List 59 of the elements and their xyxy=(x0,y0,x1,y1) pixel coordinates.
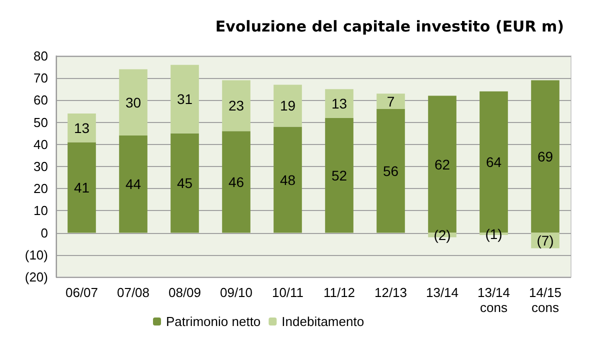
y-tick-label: 30 xyxy=(34,159,48,174)
y-tick-label: 10 xyxy=(34,203,48,218)
bar xyxy=(222,131,250,233)
bar xyxy=(68,113,96,142)
data-label: 23 xyxy=(228,98,244,114)
y-tick-label: (10) xyxy=(24,247,48,262)
x-tick-label: 12/13 xyxy=(374,285,408,300)
x-tick-label: 13/14 cons xyxy=(477,285,510,315)
data-label: (1) xyxy=(485,226,502,242)
bar xyxy=(531,80,560,233)
data-label: 41 xyxy=(74,179,90,196)
bar xyxy=(376,109,405,233)
data-label: 30 xyxy=(125,94,142,110)
bar xyxy=(170,133,199,233)
y-tick-label: 70 xyxy=(34,70,48,86)
y-tick-label: 40 xyxy=(34,136,48,152)
bar xyxy=(68,142,96,233)
bar xyxy=(119,69,148,136)
bar xyxy=(325,89,354,118)
x-tick-label: 06/07 xyxy=(65,285,98,300)
data-label: 52 xyxy=(331,167,348,184)
bar xyxy=(376,94,405,110)
data-label: 69 xyxy=(537,148,554,165)
bar xyxy=(274,84,302,127)
y-tick-label: 80 xyxy=(34,48,48,64)
data-label: 44 xyxy=(125,176,142,192)
bar xyxy=(170,64,199,134)
data-label: (7) xyxy=(536,232,554,249)
data-label: 46 xyxy=(228,174,244,190)
x-tick-label: 08/09 xyxy=(168,285,202,300)
y-tick-label: 60 xyxy=(34,92,48,108)
x-tick-label: 10/11 xyxy=(272,285,304,300)
data-label: 13 xyxy=(331,96,348,112)
x-tick-label: 14/15 cons xyxy=(528,285,562,315)
y-tick-label: 20 xyxy=(34,181,48,196)
bar xyxy=(325,118,354,233)
data-label: 56 xyxy=(382,162,399,179)
bar xyxy=(274,126,302,233)
data-label: 48 xyxy=(280,172,296,188)
x-tick-label: 11/12 xyxy=(323,285,356,300)
data-label: 13 xyxy=(74,120,90,136)
legend-label: Indebitamento xyxy=(282,314,364,329)
bar xyxy=(119,136,148,233)
data-label: 31 xyxy=(176,91,193,108)
data-label: 7 xyxy=(386,93,395,110)
data-label: 45 xyxy=(176,175,193,192)
x-tick-label: 09/10 xyxy=(220,285,253,300)
data-label: 19 xyxy=(280,98,296,114)
x-tick-label: 13/14 xyxy=(426,285,459,300)
x-tick-label: 07/08 xyxy=(116,285,150,300)
y-tick-label: (20) xyxy=(24,270,48,284)
data-label: 62 xyxy=(434,156,450,172)
y-tick-label: 50 xyxy=(34,114,48,130)
data-label: (2) xyxy=(434,227,451,244)
chart-title: Evoluzione del capitale investito (EUR m) xyxy=(215,18,564,36)
bar xyxy=(222,80,250,132)
data-label: 64 xyxy=(486,154,502,170)
legend-label: Patrimonio netto xyxy=(166,314,261,329)
y-tick-label: 0 xyxy=(40,225,48,240)
